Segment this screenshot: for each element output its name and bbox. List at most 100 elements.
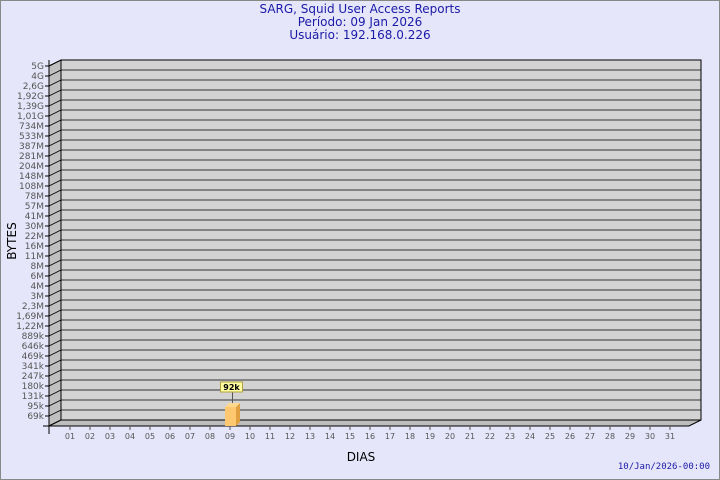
grid-line-side (48, 329, 62, 337)
grid-line-side (48, 149, 62, 157)
y-tick-label: 22M (25, 232, 44, 242)
x-tick-label: 12 (285, 432, 295, 441)
chart-subtitle-period: Período: 09 Jan 2026 (297, 15, 423, 29)
grid-line-side (48, 259, 62, 267)
grid-line-side (48, 59, 62, 67)
y-tick-label: 8M (31, 262, 45, 272)
x-tick-label: 23 (505, 432, 515, 441)
x-tick-label: 15 (345, 432, 355, 441)
y-tick-label: 646k (22, 342, 45, 352)
grid-line-side (48, 129, 62, 137)
y-axis-label: BYTES (5, 222, 19, 259)
x-tick-label: 21 (465, 432, 475, 441)
x-tick-label: 05 (145, 432, 155, 441)
footer-timestamp: 10/Jan/2026-00:00 (617, 462, 710, 472)
x-tick-label: 10 (245, 432, 255, 441)
x-tick-label: 14 (325, 432, 335, 441)
x-tick-label: 29 (625, 432, 635, 441)
x-tick-label: 03 (105, 432, 115, 441)
y-tick-label: 247k (22, 372, 45, 382)
x-tick-label: 11 (265, 432, 275, 441)
x-tick-label: 16 (365, 432, 375, 441)
x-tick-label: 01 (65, 432, 75, 441)
grid-line-side (48, 199, 62, 207)
y-tick-label: 1,22M (16, 322, 44, 332)
y-tick-label: 69k (27, 412, 44, 422)
x-tick-label: 26 (565, 432, 575, 441)
y-tick-label: 11M (25, 252, 44, 262)
y-tick-label: 95k (27, 402, 44, 412)
y-tick-label: 1,39G (17, 102, 44, 112)
bar-top (225, 403, 240, 408)
x-tick-label: 27 (585, 432, 595, 441)
y-tick-label: 533M (19, 132, 44, 142)
x-tick-label: 25 (545, 432, 555, 441)
grid-line-side (48, 269, 62, 277)
x-tick-label: 06 (165, 432, 175, 441)
y-tick-label: 108M (19, 182, 44, 192)
data-label-box (220, 381, 243, 393)
x-tick-label: 18 (405, 432, 415, 441)
grid-line-side (48, 69, 62, 77)
chart-title: SARG, Squid User Access Reports (259, 2, 461, 16)
y-tick-label: 734M (19, 122, 44, 132)
y-tick-label: 4G (31, 72, 44, 82)
chart-subtitle-user: Usuário: 192.168.0.226 (289, 28, 431, 42)
grid-line-side (48, 389, 62, 397)
x-axis-label: DIAS (347, 450, 376, 464)
y-tick-label: 387M (19, 142, 44, 152)
x-tick-label: 28 (605, 432, 615, 441)
grid-line-side (48, 319, 62, 327)
x-tick-label: 24 (525, 432, 535, 441)
x-tick-label: 08 (205, 432, 215, 441)
grid-line-side (48, 189, 62, 197)
grid-line-side (48, 369, 62, 377)
x-tick-label: 04 (125, 432, 135, 441)
y-tick-label: 41M (25, 212, 44, 222)
bar (225, 407, 236, 426)
y-tick-label: 1,92G (17, 92, 44, 102)
grid-line-side (48, 299, 62, 307)
x-tick-label: 19 (425, 432, 435, 441)
grid-line-side (48, 289, 62, 297)
grid-line-side (48, 139, 62, 147)
grid-line-side (48, 309, 62, 317)
y-tick-label: 341k (22, 362, 45, 372)
grid-line-side (48, 219, 62, 227)
x-tick-label: 22 (485, 432, 495, 441)
grid-line-side (48, 249, 62, 257)
y-tick-label: 281M (19, 152, 44, 162)
grid-line-side (48, 179, 62, 187)
x-tick-label: 07 (185, 432, 195, 441)
data-label: 92k (223, 383, 240, 392)
y-tick-label: 469k (22, 352, 45, 362)
y-tick-label: 204M (19, 162, 44, 172)
y-tick-label: 4M (31, 282, 45, 292)
x-tick-label: 30 (645, 432, 655, 441)
y-tick-label: 16M (25, 242, 44, 252)
x-tick-label: 02 (85, 432, 95, 441)
y-tick-label: 131k (22, 392, 45, 402)
x-tick-label: 17 (385, 432, 395, 441)
y-tick-label: 3M (31, 292, 45, 302)
x-tick-label: 20 (445, 432, 455, 441)
y-tick-label: 1,01G (17, 112, 44, 122)
grid-line-side (48, 279, 62, 287)
grid-line-side (48, 99, 62, 107)
grid-line-side (48, 359, 62, 367)
grid-line-side (48, 79, 62, 87)
y-tick-label: 148M (19, 172, 44, 182)
y-tick-label: 57M (25, 202, 44, 212)
bar-side (236, 403, 240, 426)
grid-line-side (48, 339, 62, 347)
grid-line-side (48, 379, 62, 387)
x-tick-label: 31 (665, 432, 675, 441)
y-tick-label: 78M (25, 192, 44, 202)
y-tick-label: 5G (31, 62, 44, 72)
y-tick-label: 889k (22, 332, 45, 342)
grid-line-side (48, 399, 62, 407)
y-tick-label: 1,69M (16, 312, 44, 322)
y-tick-label: 2,6G (23, 82, 44, 92)
